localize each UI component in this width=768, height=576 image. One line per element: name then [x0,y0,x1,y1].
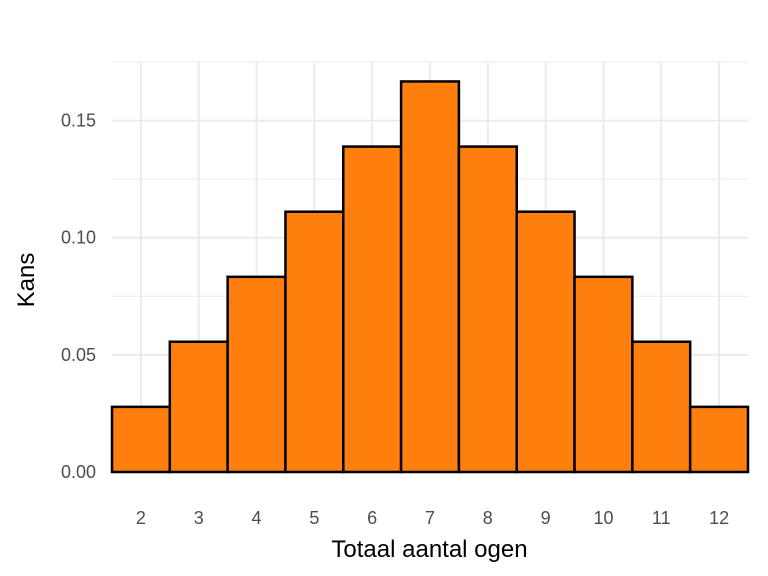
x-tick-label: 5 [309,508,319,528]
y-axis-ticks: 0.00 0.05 0.10 0.15 [61,111,96,482]
bar-6 [342,145,403,474]
y-tick-label: 0.15 [61,111,96,131]
bar-9 [515,210,576,474]
x-tick-label: 2 [136,508,146,528]
bar-5 [284,210,345,474]
x-tick-label: 7 [425,508,435,528]
bar-8 [457,145,518,474]
x-tick-label: 10 [593,508,613,528]
x-tick-label: 8 [483,508,493,528]
bar-2 [110,405,172,474]
x-tick-label: 3 [194,508,204,528]
bar-10 [573,275,634,474]
y-tick-label: 0.00 [61,462,96,482]
bar-7 [399,80,461,474]
bars [110,80,750,474]
bar-12 [688,405,750,474]
x-axis-ticks: 2 3 4 5 6 7 8 9 10 11 12 [136,508,729,528]
bar-11 [631,340,692,474]
x-axis-title: Totaal aantal ogen [331,536,527,563]
x-tick-label: 12 [709,508,729,528]
x-tick-label: 9 [541,508,551,528]
bar-4 [226,275,287,474]
y-tick-label: 0.10 [61,228,96,248]
y-axis-title: Kans [13,253,40,308]
x-tick-label: 4 [252,508,262,528]
bar-3 [168,340,229,474]
x-tick-label: 6 [367,508,377,528]
x-tick-label: 11 [652,508,671,528]
y-tick-label: 0.05 [61,345,96,365]
